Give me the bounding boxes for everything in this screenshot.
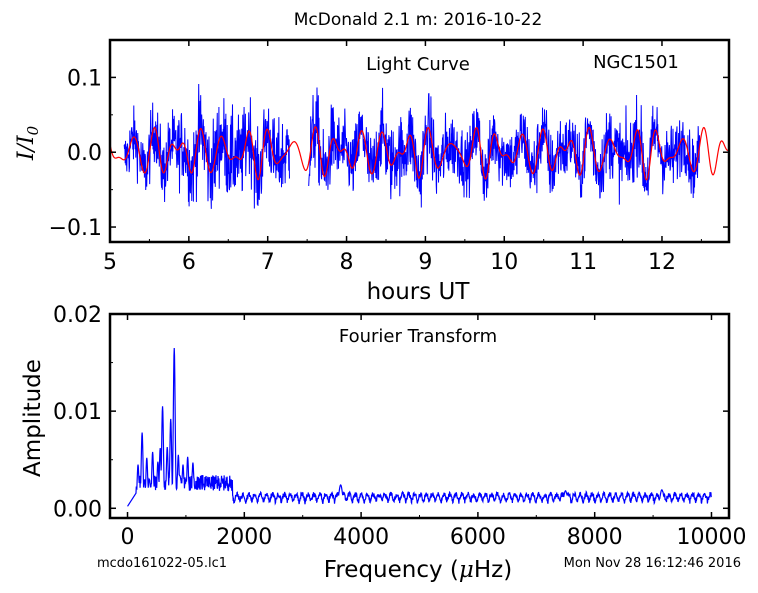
timestamp-label: Mon Nov 28 16:12:46 2016 xyxy=(564,556,741,571)
svg-text:Frequency (μHz): Frequency (μHz) xyxy=(324,557,512,583)
svg-text:I/I0: I/I0 xyxy=(14,125,42,161)
x-tick-label: 8000 xyxy=(567,525,623,550)
x-tick-label: 4000 xyxy=(333,525,389,550)
figure-title: McDonald 2.1 m: 2016-10-22 xyxy=(294,10,543,30)
fourier-line xyxy=(127,347,712,507)
fourier-ticks: 0 2000 4000 6000 8000 10000 0.00 0.01 0.02 xyxy=(53,303,746,550)
fourier-ylabel: Amplitude xyxy=(20,359,46,477)
light-curve-frame xyxy=(108,38,731,244)
light-curve-ylabel: I/I0 xyxy=(14,125,42,161)
fourier-title: Fourier Transform xyxy=(339,326,497,347)
y-tick-label: 0.1 xyxy=(67,66,102,91)
y-tick-label: 0.01 xyxy=(53,400,102,425)
light-curve-title: Light Curve xyxy=(366,54,470,75)
x-tick-label: 8 xyxy=(340,250,354,275)
x-tick-label: 10 xyxy=(490,250,518,275)
x-tick-label: 6000 xyxy=(450,525,506,550)
light-curve-data-line xyxy=(123,83,291,209)
x-tick-label: 5 xyxy=(103,250,117,275)
x-tick-label: 12 xyxy=(648,250,676,275)
model-fit-series xyxy=(109,126,730,181)
fourier-series xyxy=(127,347,712,507)
x-tick-label: 9 xyxy=(418,250,432,275)
fourier-xlabel: Frequency (μHz) xyxy=(324,557,512,583)
y-tick-label: 0.0 xyxy=(67,141,102,166)
object-name-label: NGC1501 xyxy=(593,52,679,73)
y-tick-label: −0.1 xyxy=(49,216,102,241)
x-tick-label: 11 xyxy=(569,250,597,275)
file-name-label: mcdo161022-05.lc1 xyxy=(97,556,227,571)
x-tick-label: 7 xyxy=(261,250,275,275)
light-curve-xlabel: hours UT xyxy=(367,279,471,305)
light-curve-data-line xyxy=(308,87,701,208)
x-tick-label: 0 xyxy=(121,525,135,550)
x-tick-label: 6 xyxy=(182,250,196,275)
fourier-plot: 0 2000 4000 6000 8000 10000 0.00 0.01 0.02 Fouri… xyxy=(20,303,746,583)
light-curve-plot: 5 6 7 8 9 10 11 12 −0.1 0.0 0.1 Light Curve NGC150… xyxy=(14,38,731,305)
y-tick-label: 0.00 xyxy=(53,497,102,522)
light-curve-ticks: 5 6 7 8 9 10 11 12 −0.1 0.0 0.1 xyxy=(49,40,729,275)
model-fit-line xyxy=(109,126,730,181)
x-tick-label: 10000 xyxy=(676,525,746,550)
y-tick-label: 0.02 xyxy=(53,303,102,328)
x-tick-label: 2000 xyxy=(216,525,272,550)
